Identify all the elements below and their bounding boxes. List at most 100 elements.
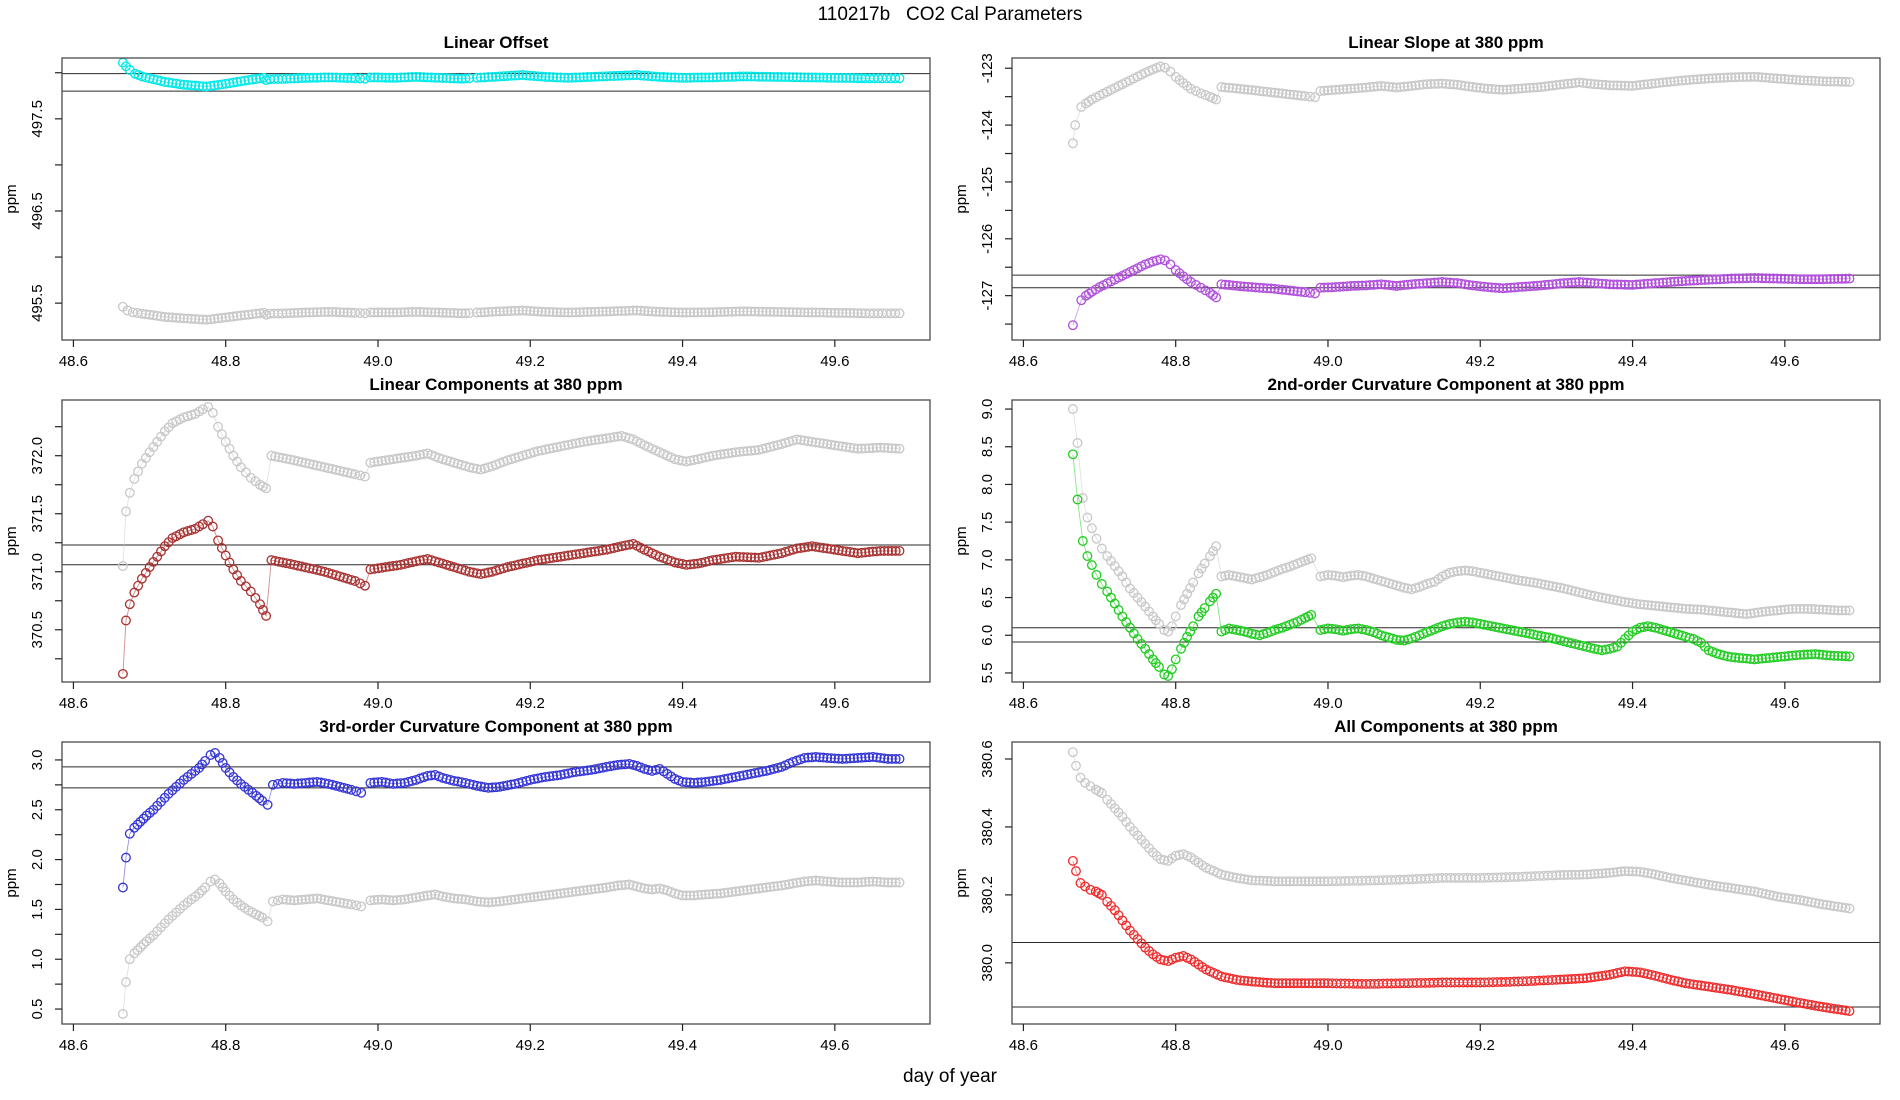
x-tick-label: 49.2 (1466, 353, 1495, 370)
series-purple-slope (1067, 254, 1855, 331)
y-tick-label: 2.5 (29, 799, 46, 820)
series-gray-reference (1067, 404, 1855, 637)
panel-2: Linear Components at 380 ppm 48.6 48.8 49.0… (3, 375, 931, 712)
x-tick-label: 48.6 (1009, 1037, 1038, 1054)
panel-title: 3rd-order Curvature Component at 380 ppm (319, 717, 672, 736)
y-axis-label: ppm (3, 184, 20, 213)
y-tick-label: -125 (979, 167, 996, 197)
panel-3: 2nd-order Curvature Component at 380 ppm… (953, 375, 1881, 712)
x-tick-label: 49.6 (1770, 1037, 1799, 1054)
y-tick-label: 370.5 (29, 611, 46, 649)
series-line (1072, 258, 1850, 326)
y-tick-label: 1.0 (29, 949, 46, 970)
y-tick-label: -124 (979, 110, 996, 140)
series-line (122, 406, 900, 567)
y-tick-label: 1.5 (29, 899, 46, 920)
y-tick-label: 372.0 (29, 437, 46, 475)
y-tick-label: -123 (979, 53, 996, 83)
panel-title: Linear Components at 380 ppm (369, 375, 622, 394)
x-tick-label: 49.0 (363, 1037, 392, 1054)
y-tick-label: 380.6 (979, 740, 996, 778)
y-tick-label: 7.5 (979, 512, 996, 533)
x-tick-label: 48.8 (1161, 1037, 1190, 1054)
x-tick-label: 49.6 (1770, 353, 1799, 370)
x-tick-label: 48.6 (1009, 353, 1038, 370)
series-gray-reference (117, 402, 905, 571)
x-tick-label: 48.8 (211, 695, 240, 712)
series-gray-reference (1067, 747, 1855, 914)
y-tick-label: 496.5 (29, 192, 46, 230)
y-tick-label: 497.5 (29, 100, 46, 138)
panel-0: Linear Offset 48.6 48.8 49.0 49.2 49.4 49.6 495… (3, 33, 931, 370)
y-tick-label: 380.4 (979, 808, 996, 846)
x-tick-label: 49.6 (820, 353, 849, 370)
panel-title: All Components at 380 ppm (1334, 717, 1558, 736)
series-gray-reference (117, 874, 905, 1019)
y-tick-label: 371.5 (29, 495, 46, 533)
panel-1: Linear Slope at 380 ppm 48.6 48.8 49.0 49.2 4… (953, 33, 1881, 370)
series-gray-reference (117, 301, 905, 325)
y-tick-label: 3.0 (29, 750, 46, 771)
y-axis-label: ppm (3, 526, 20, 555)
y-tick-label: 371.0 (29, 553, 46, 591)
y-tick-label: 0.5 (29, 999, 46, 1020)
series-line (1072, 66, 1850, 144)
y-tick-label: 495.5 (29, 284, 46, 322)
panel-frame (61, 399, 931, 683)
series-red-all-components (1067, 855, 1855, 1017)
x-tick-label: 48.6 (1009, 695, 1038, 712)
x-tick-label: 48.6 (59, 1037, 88, 1054)
y-tick-label: 8.0 (979, 474, 996, 495)
y-tick-label: 5.5 (979, 663, 996, 684)
y-axis-label: ppm (953, 184, 970, 213)
panel-frame (1011, 399, 1881, 683)
x-tick-label: 49.4 (1618, 353, 1647, 370)
y-axis-label: ppm (953, 868, 970, 897)
x-tick-label: 49.2 (516, 353, 545, 370)
x-tick-label: 49.4 (1618, 1037, 1647, 1054)
y-tick-label: 6.5 (979, 587, 996, 608)
panel-title: Linear Slope at 380 ppm (1348, 33, 1544, 52)
panel-frame (1011, 57, 1881, 341)
y-tick-label: 2.0 (29, 849, 46, 870)
x-tick-label: 49.4 (668, 695, 697, 712)
panel-frame (61, 57, 931, 341)
y-tick-label: 6.0 (979, 625, 996, 646)
series-cyan-offset (117, 58, 905, 92)
x-tick-label: 48.8 (1161, 353, 1190, 370)
y-tick-label: 7.0 (979, 549, 996, 570)
x-tick-label: 49.0 (1313, 1037, 1342, 1054)
x-tick-label: 49.6 (820, 1037, 849, 1054)
series-line (122, 752, 900, 888)
x-tick-label: 49.2 (1466, 695, 1495, 712)
panel-frame (1011, 741, 1881, 1025)
x-tick-label: 48.8 (211, 1037, 240, 1054)
x-tick-label: 49.0 (1313, 353, 1342, 370)
x-tick-label: 49.4 (668, 353, 697, 370)
panel-5: All Components at 380 ppm 48.6 48.8 49.0 49.… (953, 717, 1881, 1054)
x-tick-label: 49.2 (516, 1037, 545, 1054)
y-tick-label: 380.2 (979, 876, 996, 914)
y-axis-label: ppm (953, 526, 970, 555)
y-tick-label: 8.5 (979, 436, 996, 457)
x-tick-label: 49.0 (1313, 695, 1342, 712)
x-axis-title: day of year (903, 1066, 997, 1087)
series-darkred-linear-component (117, 515, 905, 679)
x-tick-label: 48.8 (1161, 695, 1190, 712)
x-tick-label: 49.6 (820, 695, 849, 712)
series-line (1072, 454, 1850, 677)
panel-4: 3rd-order Curvature Component at 380 ppm… (3, 717, 931, 1054)
x-tick-label: 49.0 (363, 695, 392, 712)
panel-title: 2nd-order Curvature Component at 380 ppm (1267, 375, 1624, 394)
x-tick-label: 49.2 (1466, 1037, 1495, 1054)
series-blue-3rd-order (117, 748, 905, 893)
y-tick-label: 9.0 (979, 399, 996, 420)
y-tick-label: -127 (979, 281, 996, 311)
series-gray-reference (1067, 61, 1855, 149)
x-tick-label: 48.8 (211, 353, 240, 370)
x-tick-label: 49.6 (1770, 695, 1799, 712)
x-tick-label: 48.6 (59, 695, 88, 712)
y-tick-label: 380.0 (979, 944, 996, 982)
